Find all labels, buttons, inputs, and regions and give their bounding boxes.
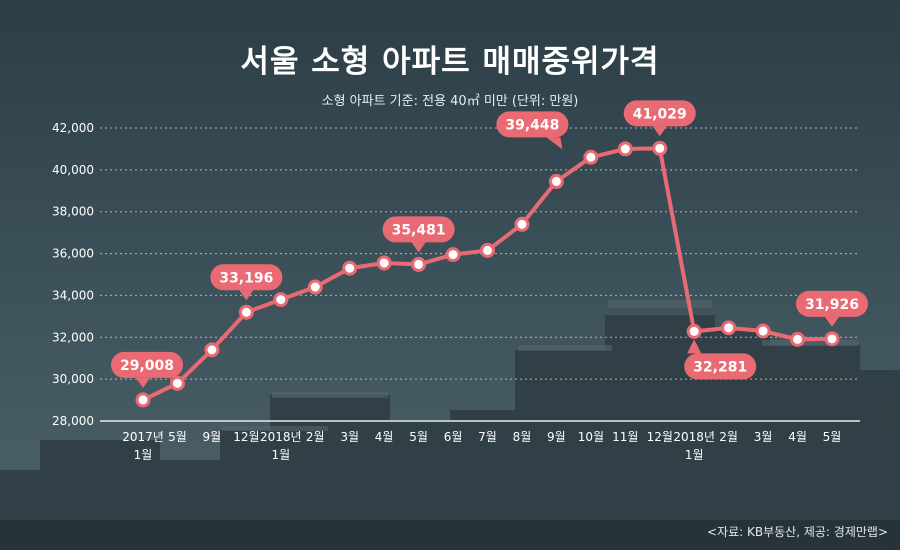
data-point bbox=[721, 320, 737, 336]
data-point bbox=[514, 216, 530, 232]
data-point bbox=[790, 331, 806, 347]
data-label-pointer bbox=[546, 137, 563, 150]
x-tick-label: 4월 bbox=[375, 430, 394, 444]
data-label: 32,281 bbox=[693, 359, 747, 375]
y-tick-label: 38,000 bbox=[52, 205, 94, 219]
data-point bbox=[204, 342, 220, 358]
source-note: <자료: KB부동산, 제공: 경제만랩> bbox=[707, 525, 888, 539]
data-point bbox=[342, 260, 358, 276]
x-tick-label: 2018년 bbox=[673, 430, 715, 444]
data-label-bubble bbox=[796, 290, 868, 317]
y-tick-label: 42,000 bbox=[52, 121, 94, 135]
x-tick-label: 12월 bbox=[647, 430, 673, 444]
data-point bbox=[307, 279, 323, 295]
x-tick-label: 5월 bbox=[409, 430, 428, 444]
y-tick-label: 30,000 bbox=[52, 372, 94, 386]
x-tick-label: 2월 bbox=[719, 430, 738, 444]
x-tick-label: 9월 bbox=[547, 430, 566, 444]
y-tick-label: 32,000 bbox=[52, 330, 94, 344]
data-label: 29,008 bbox=[120, 358, 174, 374]
data-point bbox=[376, 255, 392, 271]
data-point bbox=[273, 292, 289, 308]
y-tick-label: 28,000 bbox=[52, 414, 94, 428]
data-point bbox=[548, 173, 564, 189]
data-label-pointer bbox=[239, 290, 254, 301]
data-point bbox=[480, 242, 495, 258]
data-label-bubble bbox=[111, 351, 183, 378]
data-label-pointer bbox=[136, 377, 150, 388]
x-tick-label: 10월 bbox=[578, 430, 604, 444]
x-tick-label: 2월 bbox=[306, 430, 325, 444]
data-label: 39,448 bbox=[505, 117, 559, 133]
y-tick-label: 40,000 bbox=[52, 163, 94, 177]
data-point bbox=[411, 256, 427, 272]
data-label-pointer bbox=[411, 242, 426, 253]
data-label-bubble bbox=[382, 216, 455, 243]
data-label: 41,029 bbox=[633, 106, 687, 122]
y-tick-label: 34,000 bbox=[52, 288, 94, 302]
x-tick-label: 8월 bbox=[513, 430, 532, 444]
x-tick-label: 11월 bbox=[612, 430, 638, 444]
x-tick-label: 1월 bbox=[271, 448, 290, 462]
data-label: 35,481 bbox=[392, 222, 446, 238]
data-label-bubble bbox=[623, 100, 696, 127]
x-tick-label: 2018년 bbox=[260, 430, 302, 444]
data-label: 31,926 bbox=[805, 297, 859, 313]
y-tick-label: 36,000 bbox=[52, 247, 94, 261]
data-label-bubble bbox=[684, 353, 757, 380]
x-tick-label: 7월 bbox=[478, 430, 497, 444]
x-tick-label: 3월 bbox=[340, 430, 359, 444]
data-label: 33,196 bbox=[219, 270, 273, 286]
data-label-bubble bbox=[496, 111, 569, 138]
x-tick-label: 12월 bbox=[233, 430, 259, 444]
data-point bbox=[583, 149, 599, 165]
data-point bbox=[686, 323, 702, 339]
x-tick-label: 9월 bbox=[203, 430, 222, 444]
x-tick-label: 1월 bbox=[134, 448, 153, 462]
x-tick-label: 3월 bbox=[754, 430, 773, 444]
data-point bbox=[824, 331, 840, 347]
x-tick-label: 1월 bbox=[685, 448, 704, 462]
data-point bbox=[238, 304, 254, 320]
data-point bbox=[169, 375, 185, 391]
x-tick-label: 6월 bbox=[444, 430, 463, 444]
data-point bbox=[755, 323, 771, 339]
x-tick-label: 5월 bbox=[168, 430, 187, 444]
x-tick-label: 2017년 bbox=[122, 430, 164, 444]
data-label-bubble bbox=[210, 264, 283, 291]
data-label-pointer bbox=[825, 316, 839, 327]
x-tick-label: 4월 bbox=[788, 430, 807, 444]
chart-subtitle: 소형 아파트 기준: 전용 40㎡ 미만 (단위: 만원) bbox=[321, 94, 579, 109]
data-point bbox=[135, 392, 151, 408]
chart-title: 서울 소형 아파트 매매중위가격 bbox=[240, 44, 660, 80]
data-point bbox=[652, 140, 668, 156]
data-point bbox=[445, 247, 461, 263]
x-tick-label: 5월 bbox=[823, 430, 842, 444]
data-label-pointer bbox=[652, 126, 667, 137]
data-label-pointer bbox=[687, 339, 702, 354]
data-point bbox=[617, 141, 633, 157]
